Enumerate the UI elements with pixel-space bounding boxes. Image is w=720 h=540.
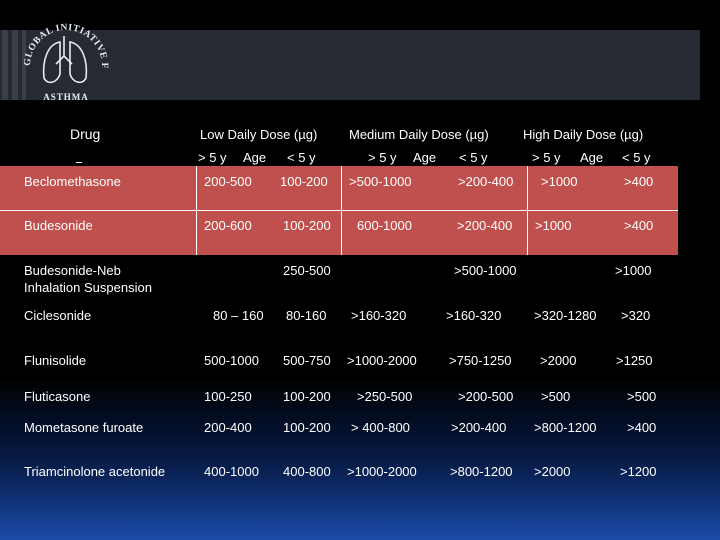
low-lt5-value: 100-200 [283, 389, 331, 404]
high-lt5-value: >1250 [616, 353, 653, 368]
drug-name: Fluticasone [24, 389, 91, 404]
high-gt5-value: >320-1280 [534, 308, 597, 323]
low-lt5-value: 400-800 [283, 464, 331, 479]
drug-name: Triamcinolone acetonide [24, 464, 166, 479]
med-lt5-value: >800-1200 [450, 464, 513, 479]
low-lt5-value: 80-160 [286, 308, 327, 323]
drug-name: Beclomethasone [24, 174, 121, 189]
header-drug: Drug [70, 126, 101, 142]
low-gt5-value: 500-1000 [204, 353, 259, 368]
table-row-ciclesonide: Ciclesonide 80 – 160 80-160 >160-320 >16… [0, 304, 678, 348]
logo-arc-text: GLOBAL INITIATIVE FOR [12, 1, 108, 69]
table-row-budesonide: Budesonide 200-600 100-200 600-1000 >200… [0, 211, 678, 255]
med-gt5-value: >160-320 [351, 308, 407, 323]
high-lt5-value: >500 [627, 389, 657, 404]
low-gt5-value: 80 – 160 [213, 308, 264, 323]
med-lt5-value: >200-400 [458, 174, 514, 189]
med-gt5-value: >500-1000 [349, 174, 412, 189]
low-lt5-value: 100-200 [280, 174, 328, 189]
low-gt5-value: 200-400 [204, 420, 252, 435]
low-gt5-value: 200-600 [204, 218, 252, 233]
header-low-dose: Low Daily Dose (µg) [200, 127, 318, 142]
high-lt5-value: >320 [621, 308, 651, 323]
drug-name: Ciclesonide [24, 308, 92, 323]
table-row-flunisolide: Flunisolide 500-1000 500-750 >1000-2000 … [0, 348, 678, 384]
sub-low-lt5: < 5 y [287, 150, 316, 165]
med-lt5-value: >200-500 [458, 389, 514, 404]
high-gt5-value: >1000 [541, 174, 578, 189]
lungs-icon [42, 36, 88, 84]
sub-med-lt5: < 5 y [459, 150, 488, 165]
drug-name: Mometasone furoate [24, 420, 144, 435]
high-lt5-value: >400 [624, 174, 654, 189]
med-gt5-value: > 400-800 [351, 420, 410, 435]
low-lt5-value: 100-200 [283, 218, 331, 233]
med-gt5-value: >1000-2000 [347, 353, 417, 368]
header-underscore [76, 162, 82, 163]
table-row-fluticasone: Fluticasone 100-250 100-200 >250-500 >20… [0, 384, 678, 418]
header-high-dose: High Daily Dose (µg) [523, 127, 644, 142]
table-row-mometasone-furoate: Mometasone furoate 200-400 100-200 > 400… [0, 418, 678, 462]
table-row-beclomethasone: Beclomethasone 200-500 100-200 >500-1000… [0, 166, 678, 211]
low-gt5-value: 200-500 [204, 174, 252, 189]
title-banner [0, 30, 700, 100]
sub-low-gt5: > 5 y [198, 150, 227, 165]
med-gt5-value: >1000-2000 [347, 464, 417, 479]
sub-med-gt5: > 5 y [368, 150, 397, 165]
high-gt5-value: >800-1200 [534, 420, 597, 435]
high-gt5-value: >1000 [535, 218, 572, 233]
med-lt5-value: >200-400 [451, 420, 507, 435]
drug-name: Flunisolide [24, 353, 87, 368]
med-value: >500-1000 [454, 263, 517, 278]
low-lt5-value: 500-750 [283, 353, 331, 368]
banner-stripes [0, 30, 30, 100]
table-row-budesonide-neb: Budesonide-Neb Inhalation Suspension 250… [0, 256, 678, 304]
low-lt5-value: 100-200 [283, 420, 331, 435]
high-gt5-value: >2000 [540, 353, 577, 368]
svg-text:GLOBAL INITIATIVE FOR: GLOBAL INITIATIVE FOR [16, 8, 109, 69]
header-medium-dose: Medium Daily Dose (µg) [349, 127, 489, 142]
low-gt5-value: 400-1000 [204, 464, 259, 479]
med-lt5-value: >750-1250 [449, 353, 512, 368]
sub-med-age: Age [413, 150, 437, 165]
med-lt5-value: >200-400 [457, 218, 513, 233]
gina-logo: GLOBAL INITIATIVE FOR ASTHMA [12, 1, 116, 104]
high-gt5-value: >2000 [534, 464, 571, 479]
drug-name: Budesonide [24, 218, 93, 233]
sub-high-lt5: < 5 y [622, 150, 651, 165]
high-gt5-value: >500 [541, 389, 571, 404]
med-lt5-value: >160-320 [446, 308, 502, 323]
med-gt5-value: 600-1000 [357, 218, 412, 233]
low-value: 250-500 [283, 263, 331, 278]
high-lt5-value: >400 [624, 218, 654, 233]
high-lt5-value: >1200 [620, 464, 657, 479]
logo-bottom-text: ASTHMA [43, 92, 89, 102]
sub-high-age: Age [580, 150, 604, 165]
high-value: >1000 [615, 263, 652, 278]
low-gt5-value: 100-250 [204, 389, 252, 404]
high-lt5-value: >400 [627, 420, 657, 435]
med-gt5-value: >250-500 [357, 389, 413, 404]
sub-low-age: Age [243, 150, 267, 165]
table-row-triamcinolone-acetonide: Triamcinolone acetonide 400-1000 400-800… [0, 462, 678, 502]
drug-name-line1: Budesonide-Neb [24, 263, 121, 278]
drug-name-line2: Inhalation Suspension [24, 280, 152, 295]
sub-high-gt5: > 5 y [532, 150, 561, 165]
